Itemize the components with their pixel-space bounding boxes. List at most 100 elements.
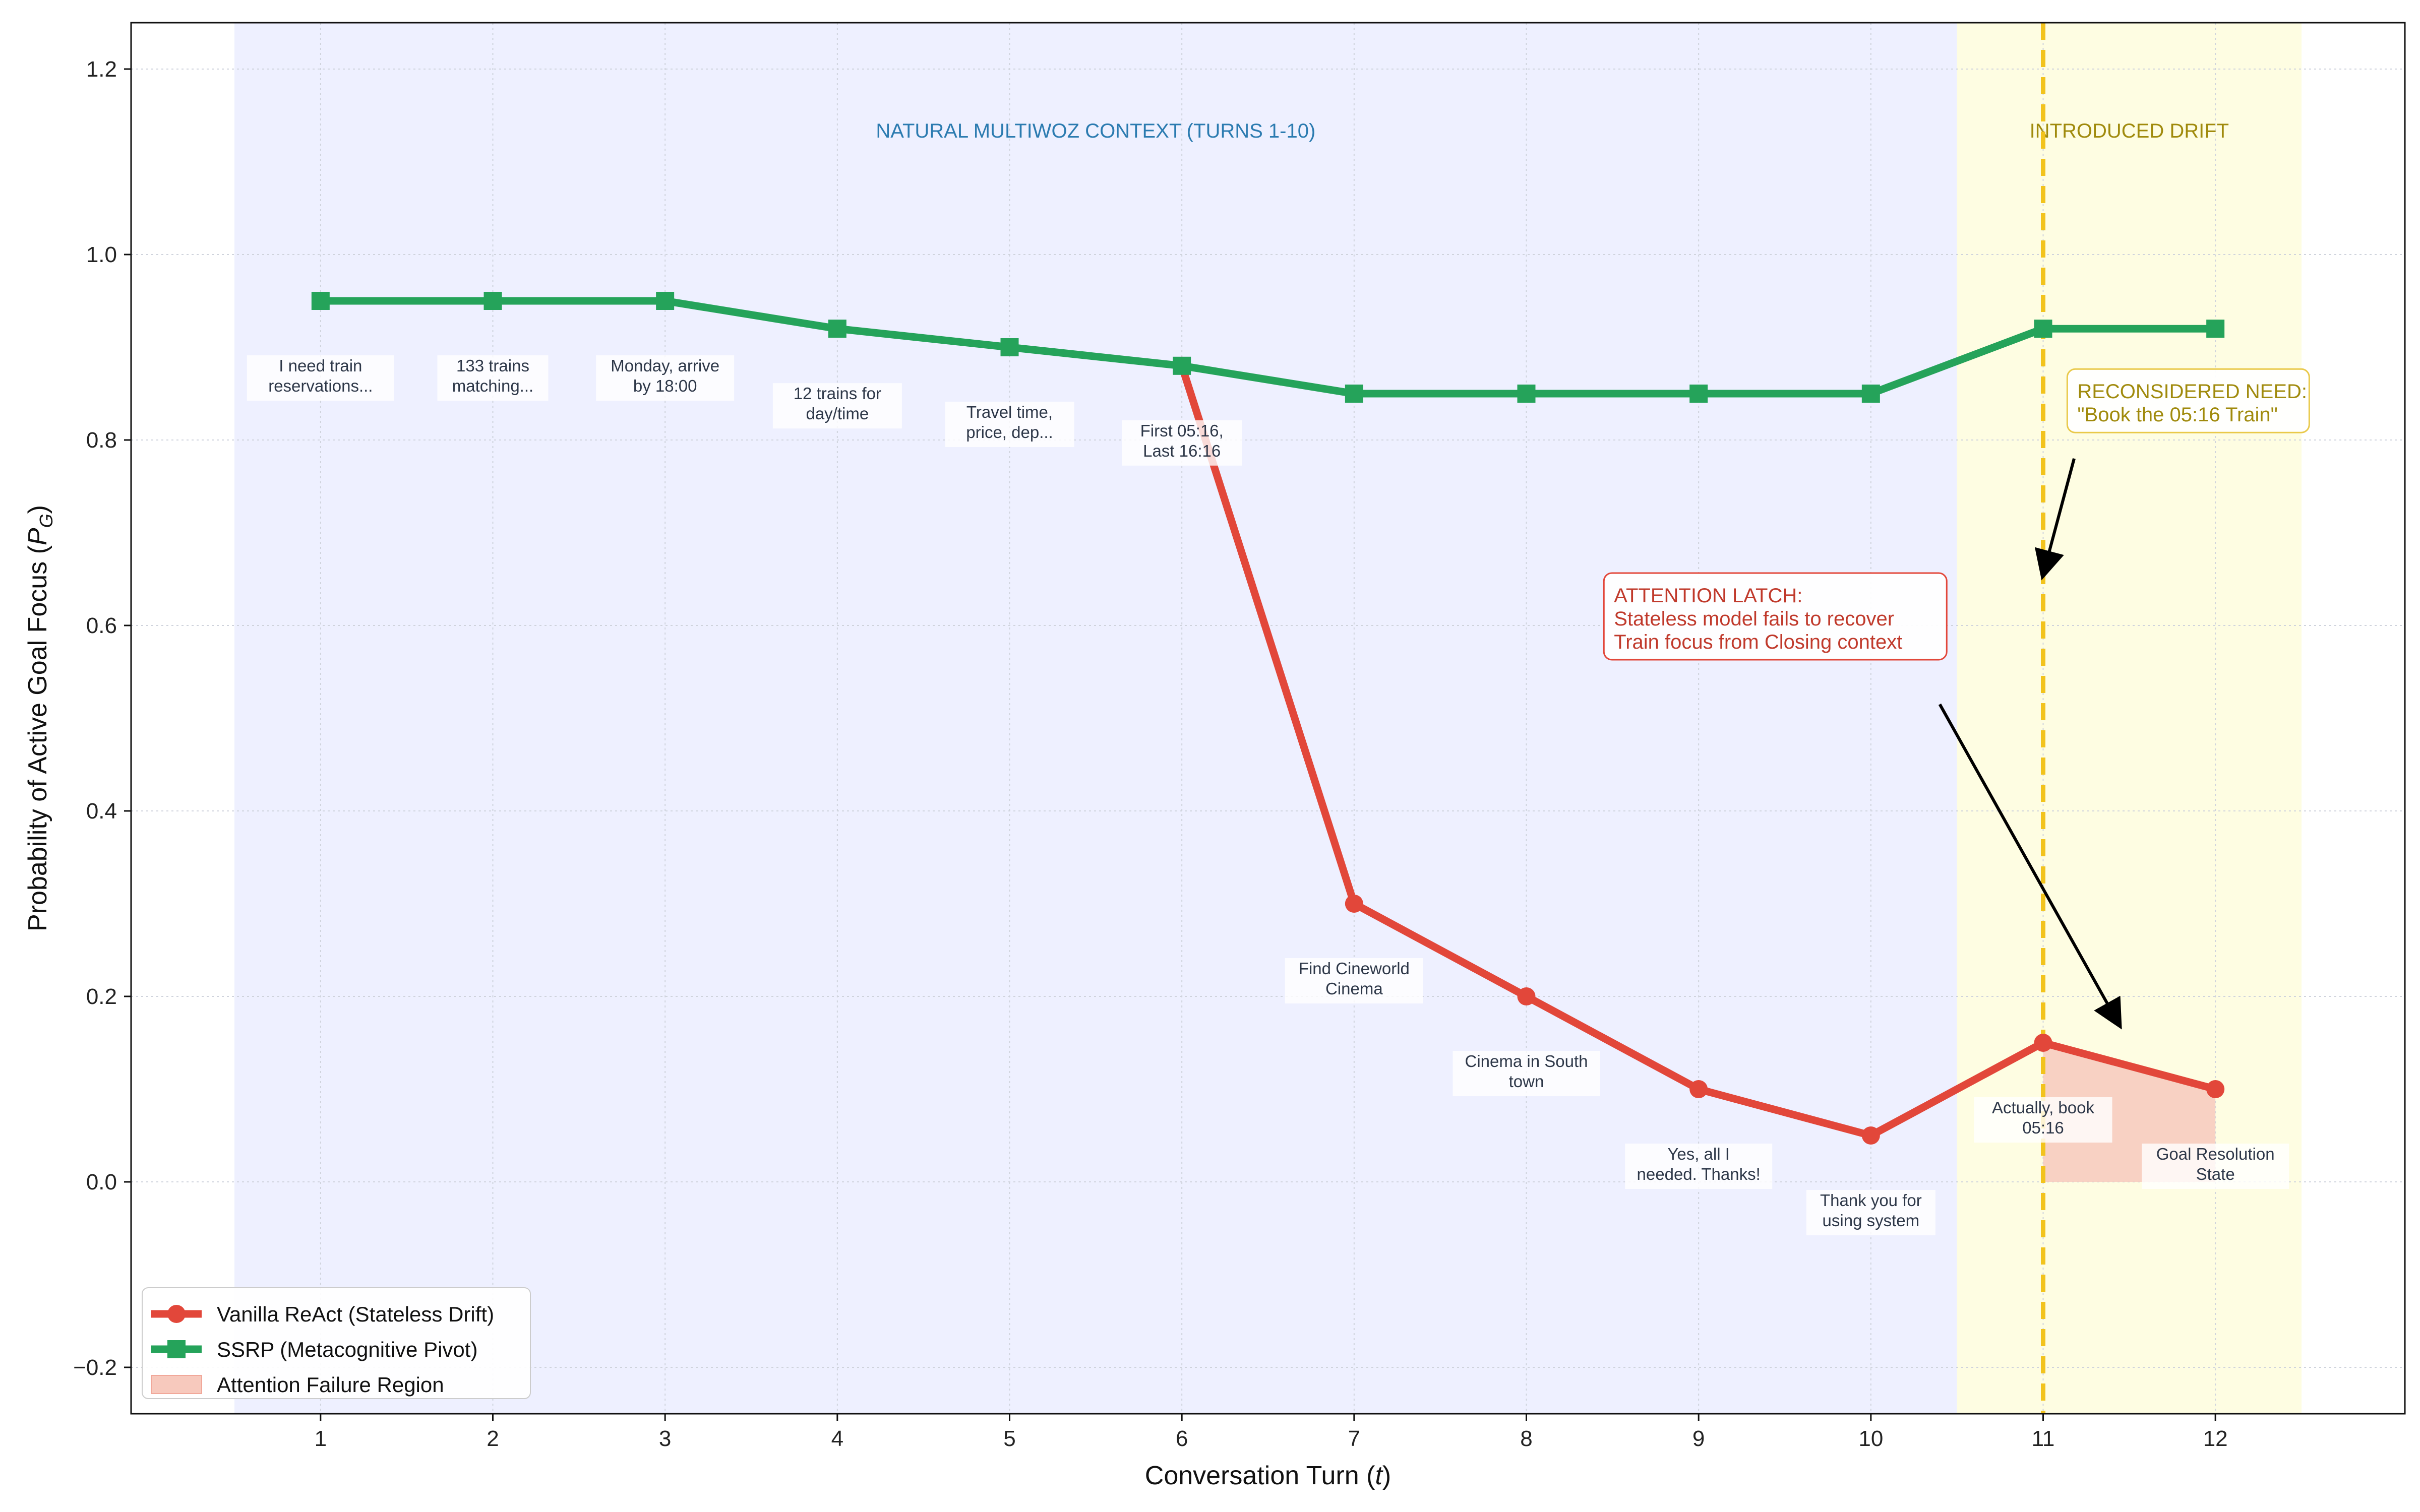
point-label-line: I need train xyxy=(279,356,362,375)
legend-label: Vanilla ReAct (Stateless Drift) xyxy=(217,1302,494,1326)
attention-latch-box xyxy=(1603,572,1948,661)
point-label-bg xyxy=(437,355,549,401)
point-label-bg xyxy=(945,402,1074,447)
reconsidered-need-box xyxy=(2066,368,2310,433)
x-tick-label: 11 xyxy=(2032,1426,2055,1451)
point-label-line: using system xyxy=(1823,1211,1920,1230)
regions-layer: NATURAL MULTIWOZ CONTEXT (TURNS 1-10) INT… xyxy=(234,23,2302,1414)
point-label-line: 12 trains for xyxy=(794,384,881,403)
attention-latch-line: Train focus from Closing context xyxy=(1614,631,1902,653)
series-point xyxy=(2034,320,2052,338)
point-label-line: Monday, arrive xyxy=(611,356,719,375)
point-label-line: 05:16 xyxy=(2022,1118,2064,1137)
series-point xyxy=(1517,385,1536,403)
point-label-line: Cinema xyxy=(1325,979,1383,998)
x-tick-label: 3 xyxy=(659,1426,671,1451)
point-label-line: town xyxy=(1509,1072,1544,1091)
series-point xyxy=(2206,1080,2225,1098)
x-tick-label: 1 xyxy=(315,1426,327,1451)
x-tick-label: 8 xyxy=(1520,1426,1532,1451)
attention-latch-line: ATTENTION LATCH: xyxy=(1614,585,1802,607)
x-tick-label: 2 xyxy=(487,1426,499,1451)
point-label-bg xyxy=(1625,1144,1773,1189)
series-layer xyxy=(311,292,2225,1145)
plot-frame xyxy=(130,22,2406,1415)
reconsidered-need-arrow xyxy=(2034,458,2076,581)
legend-label: SSRP (Metacognitive Pivot) xyxy=(217,1338,477,1361)
series-point xyxy=(1000,338,1019,356)
y-tick-label: 0.8 xyxy=(86,428,117,453)
attention-latch-annotation: ATTENTION LATCH:Stateless model fails to… xyxy=(1603,572,2122,1030)
attention-latch-line: Stateless model fails to recover xyxy=(1614,608,1894,630)
x-tick-label: 10 xyxy=(1858,1426,1883,1451)
point-label-line: State xyxy=(2196,1165,2235,1183)
series-point xyxy=(483,292,502,310)
attention-latch-arrow xyxy=(1938,703,2122,1030)
point-label-line: Find Cineworld xyxy=(1299,959,1410,978)
point-label-bg xyxy=(772,383,902,429)
reconsidered-need-line: "Book the 05:16 Train" xyxy=(2077,404,2278,426)
legend-fill-swatch xyxy=(151,1375,202,1394)
point-label-line: Actually, book xyxy=(1992,1098,2094,1117)
series-point xyxy=(1517,987,1536,1005)
point-label-line: Cinema in South xyxy=(1465,1052,1588,1070)
point-label: Yes, all I needed. Thanks! xyxy=(1625,1144,1773,1189)
point-label-line: Goal Resolution xyxy=(2156,1145,2275,1163)
point-label-bg xyxy=(1453,1051,1600,1096)
point-label-bg xyxy=(596,355,735,401)
point-label: Goal Resolution State xyxy=(2142,1144,2289,1189)
y-tick-label: 0.6 xyxy=(86,613,117,638)
point-label: First 05:16, Last 16:16 xyxy=(1122,420,1242,466)
x-tick-label: 7 xyxy=(1348,1426,1360,1451)
reconsidered-need-annotation: RECONSIDERED NEED:"Book the 05:16 Train" xyxy=(2034,368,2310,581)
legend-marker xyxy=(167,1305,186,1323)
region-label: INTRODUCED DRIFT xyxy=(2030,120,2229,142)
x-tick-label: 12 xyxy=(2203,1426,2228,1451)
point-label: 133 trainsmatching... xyxy=(437,355,549,401)
point-label-line: price, dep... xyxy=(966,423,1053,442)
point-label-bg xyxy=(2142,1144,2289,1189)
y-tick-label: 0.4 xyxy=(86,799,117,824)
region-band-2 xyxy=(1957,23,2302,1414)
point-label-line: Yes, all I xyxy=(1667,1145,1730,1163)
point-label-line: Thank you for xyxy=(1820,1191,1922,1210)
series-point xyxy=(2034,1034,2052,1052)
series-point xyxy=(2206,320,2225,338)
x-tick-label: 5 xyxy=(1003,1426,1015,1451)
series-point xyxy=(311,292,330,310)
point-label-line: First 05:16, xyxy=(1140,421,1224,440)
point-label-line: reservations... xyxy=(268,376,373,395)
series-point xyxy=(1689,385,1708,403)
series-point xyxy=(1689,1080,1708,1098)
x-tick-label: 4 xyxy=(831,1426,843,1451)
y-tick-label: −0.2 xyxy=(73,1355,117,1380)
point-label: Travel time, price, dep... xyxy=(945,402,1074,447)
series-point xyxy=(1345,895,1363,913)
series-point xyxy=(1861,1126,1880,1145)
region-label: NATURAL MULTIWOZ CONTEXT (TURNS 1-10) xyxy=(876,120,1315,142)
legend-label: Attention Failure Region xyxy=(217,1373,444,1397)
legend-marker xyxy=(167,1340,186,1358)
point-label: I need trainreservations... xyxy=(247,355,394,401)
annotation-layer: ATTENTION LATCH:Stateless model fails to… xyxy=(1603,368,2310,1030)
y-tick-label: 0.0 xyxy=(86,1170,117,1194)
reconsidered-need-line: RECONSIDERED NEED: xyxy=(2077,381,2307,403)
point-label-bg xyxy=(247,355,394,401)
point-label-line: 133 trains xyxy=(456,356,529,375)
point-label-line: Travel time, xyxy=(966,403,1053,421)
axes-layer: 1 2 3 4 5 6 7 8 9 10 11 12−0.20.00.20.40.60.81.01.2… xyxy=(23,57,2228,1490)
point-label-line: by 18:00 xyxy=(633,376,697,395)
series-line-2 xyxy=(317,297,2219,398)
series-point xyxy=(656,292,675,310)
x-tick-label: 6 xyxy=(1176,1426,1188,1451)
legend: Vanilla ReAct (Stateless Drift) SSRP (Met… xyxy=(142,1287,531,1399)
x-axis-title: Conversation Turn (t) xyxy=(1145,1461,1391,1490)
point-label-bg xyxy=(1806,1190,1935,1235)
series-point xyxy=(1173,356,1191,375)
y-tick-label: 0.2 xyxy=(86,984,117,1009)
